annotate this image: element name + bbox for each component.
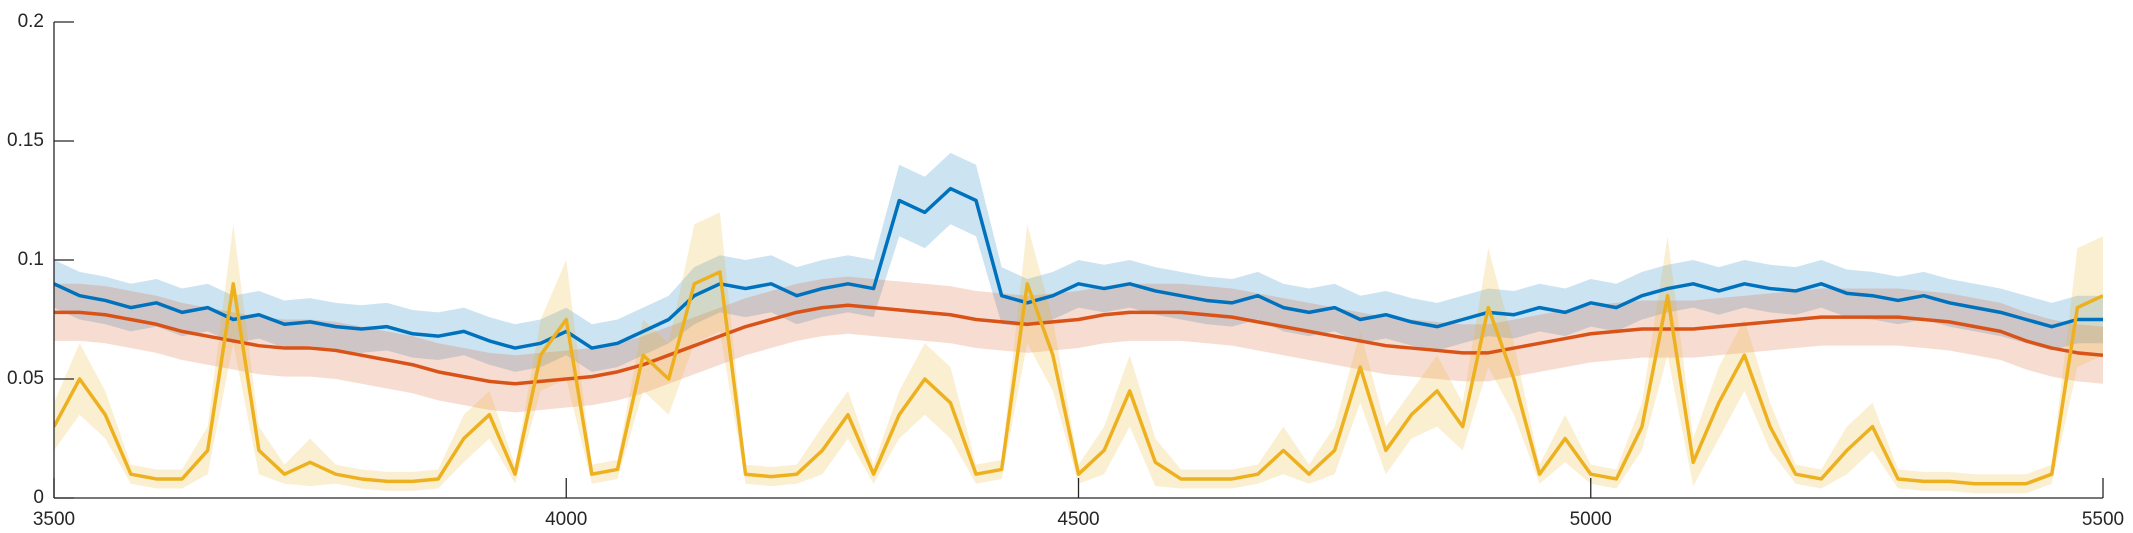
y-tick-label: 0.15 [7,130,44,151]
y-tick-label: 0.2 [18,11,44,32]
x-tick-label: 5000 [1570,509,1612,530]
x-tick-label: 4000 [545,509,587,530]
x-tick-label: 3500 [33,509,75,530]
plot-area [54,152,2103,494]
y-tick-label: 0 [33,487,44,508]
error-band [54,152,2103,372]
y-tick-label: 0.1 [18,249,44,270]
series-line [54,303,2103,386]
error-band [54,276,2103,413]
x-tick-label: 4500 [1057,509,1099,530]
x-tick-label: 5500 [2082,509,2124,530]
series-line [54,270,2103,486]
error-band [54,212,2103,494]
y-tick-label: 0.05 [7,368,44,389]
series-line [54,186,2103,350]
